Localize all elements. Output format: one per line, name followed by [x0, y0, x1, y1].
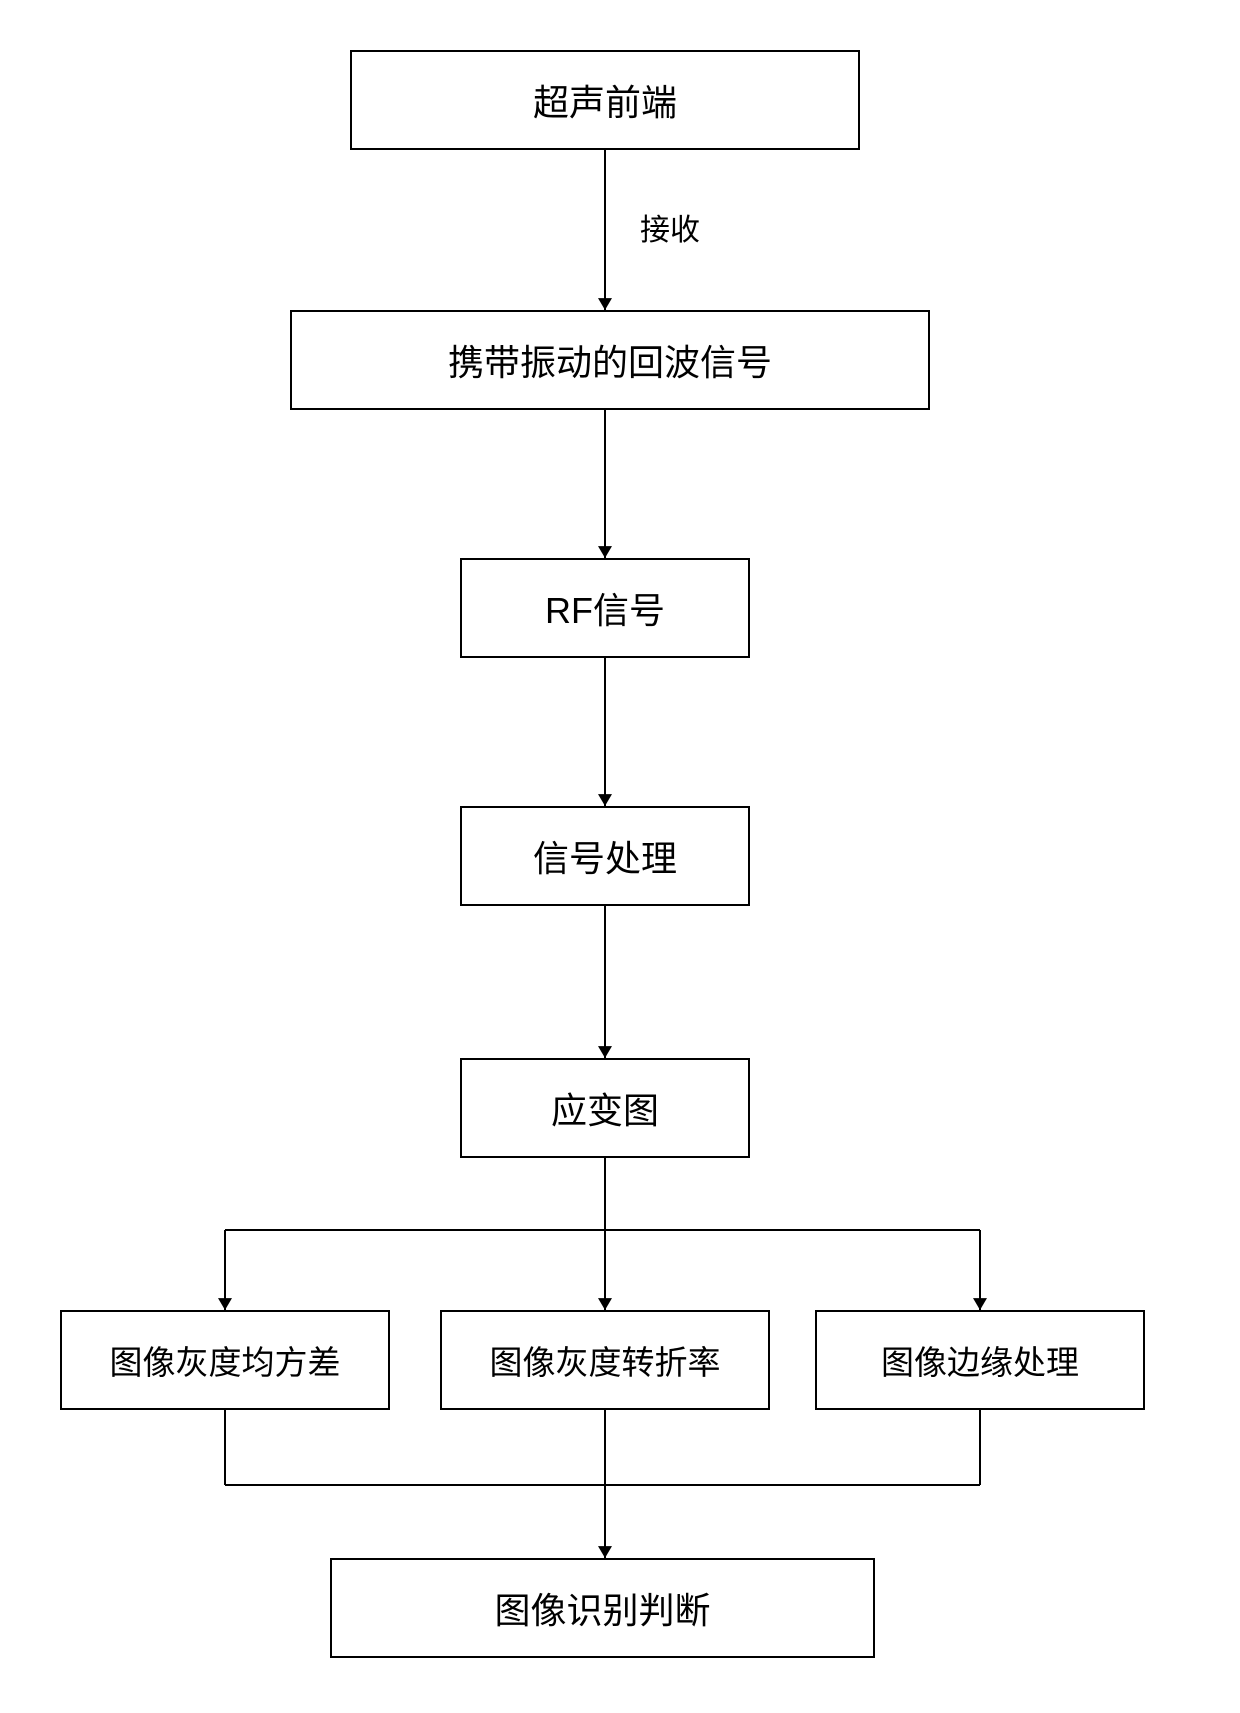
- node-label: 图像灰度转折率: [485, 1331, 726, 1389]
- node-signal-processing: 信号处理: [460, 806, 750, 906]
- node-label: 图像识别判断: [489, 1577, 715, 1639]
- node-rf-signal: RF信号: [460, 558, 750, 658]
- node-ultrasound-frontend: 超声前端: [350, 50, 860, 150]
- node-edge-processing: 图像边缘处理: [815, 1310, 1145, 1410]
- edge-label-receive: 接收: [640, 205, 700, 249]
- node-label: 应变图: [546, 1077, 664, 1139]
- node-label: 图像灰度均方差: [105, 1331, 346, 1389]
- node-label: 超声前端: [528, 69, 682, 131]
- node-label: 信号处理: [528, 825, 682, 887]
- node-label: RF信号: [540, 577, 670, 639]
- flowchart-container: 超声前端 携带振动的回波信号 RF信号 信号处理 应变图 图像灰度均方差 图像灰…: [0, 0, 1240, 1713]
- node-label: 图像边缘处理: [876, 1331, 1084, 1389]
- node-label: 携带振动的回波信号: [443, 329, 777, 391]
- node-strain-map: 应变图: [460, 1058, 750, 1158]
- node-echo-signal: 携带振动的回波信号: [290, 310, 930, 410]
- node-gray-variance: 图像灰度均方差: [60, 1310, 390, 1410]
- node-gray-turning-rate: 图像灰度转折率: [440, 1310, 770, 1410]
- node-image-recognition: 图像识别判断: [330, 1558, 875, 1658]
- edge-label-text: 接收: [640, 214, 700, 247]
